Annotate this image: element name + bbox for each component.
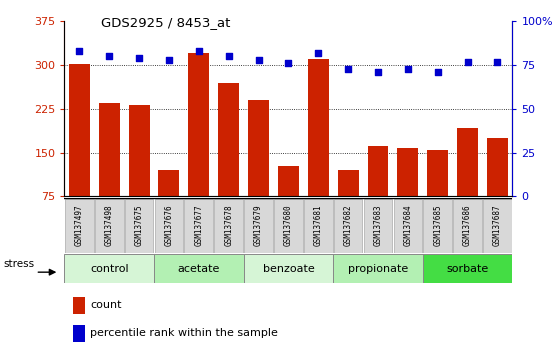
Point: [493, 59, 502, 64]
Bar: [427, 150, 448, 196]
Bar: [367, 145, 389, 196]
Text: benzoate: benzoate: [263, 264, 314, 274]
FancyBboxPatch shape: [214, 199, 243, 252]
Text: GSM137498: GSM137498: [105, 205, 114, 246]
Bar: [487, 138, 508, 196]
Text: GSM137675: GSM137675: [134, 205, 143, 246]
Text: GSM137676: GSM137676: [165, 205, 174, 246]
Point: [433, 69, 442, 75]
Bar: [423, 254, 512, 283]
FancyBboxPatch shape: [483, 199, 512, 252]
Text: percentile rank within the sample: percentile rank within the sample: [90, 329, 278, 338]
Bar: [398, 148, 418, 196]
FancyBboxPatch shape: [274, 199, 303, 252]
FancyBboxPatch shape: [363, 199, 393, 252]
Point: [374, 69, 382, 75]
Text: GSM137682: GSM137682: [344, 205, 353, 246]
FancyBboxPatch shape: [155, 199, 183, 252]
Point: [134, 55, 143, 61]
Bar: [338, 170, 358, 196]
Bar: [154, 254, 244, 283]
Point: [284, 61, 293, 66]
Bar: [73, 297, 85, 314]
Text: acetate: acetate: [178, 264, 220, 274]
FancyBboxPatch shape: [244, 199, 273, 252]
Text: stress: stress: [3, 259, 34, 269]
Text: control: control: [90, 264, 128, 274]
FancyBboxPatch shape: [184, 199, 213, 252]
Text: GSM137683: GSM137683: [374, 205, 382, 246]
Bar: [99, 103, 120, 196]
Bar: [244, 254, 333, 283]
Text: GSM137680: GSM137680: [284, 205, 293, 246]
FancyBboxPatch shape: [334, 199, 362, 252]
Text: sorbate: sorbate: [446, 264, 489, 274]
Text: GSM137678: GSM137678: [224, 205, 233, 246]
Text: GSM137685: GSM137685: [433, 205, 442, 246]
Point: [314, 50, 323, 56]
Point: [403, 66, 412, 72]
Text: GSM137679: GSM137679: [254, 205, 263, 246]
Bar: [248, 100, 269, 196]
Bar: [73, 325, 85, 342]
Text: GDS2925 / 8453_at: GDS2925 / 8453_at: [101, 16, 230, 29]
FancyBboxPatch shape: [95, 199, 124, 252]
FancyBboxPatch shape: [453, 199, 482, 252]
Text: GSM137497: GSM137497: [75, 205, 84, 246]
Text: GSM137681: GSM137681: [314, 205, 323, 246]
Point: [194, 48, 203, 54]
Bar: [218, 82, 239, 196]
Bar: [278, 166, 299, 196]
Point: [463, 59, 472, 64]
Text: GSM137686: GSM137686: [463, 205, 472, 246]
Point: [254, 57, 263, 63]
FancyBboxPatch shape: [423, 199, 452, 252]
Bar: [129, 105, 150, 196]
Bar: [457, 128, 478, 196]
Text: GSM137684: GSM137684: [403, 205, 412, 246]
FancyBboxPatch shape: [304, 199, 333, 252]
Bar: [69, 64, 90, 196]
Point: [344, 66, 353, 72]
FancyBboxPatch shape: [394, 199, 422, 252]
Bar: [158, 170, 179, 196]
FancyBboxPatch shape: [65, 199, 94, 252]
FancyBboxPatch shape: [125, 199, 153, 252]
Point: [224, 53, 233, 59]
Point: [165, 57, 174, 63]
Text: GSM137687: GSM137687: [493, 205, 502, 246]
Point: [75, 48, 84, 54]
Bar: [333, 254, 423, 283]
Text: GSM137677: GSM137677: [194, 205, 203, 246]
Bar: [308, 59, 329, 196]
Bar: [188, 53, 209, 196]
Text: count: count: [90, 300, 122, 310]
Text: propionate: propionate: [348, 264, 408, 274]
Bar: [64, 254, 154, 283]
Point: [105, 53, 114, 59]
